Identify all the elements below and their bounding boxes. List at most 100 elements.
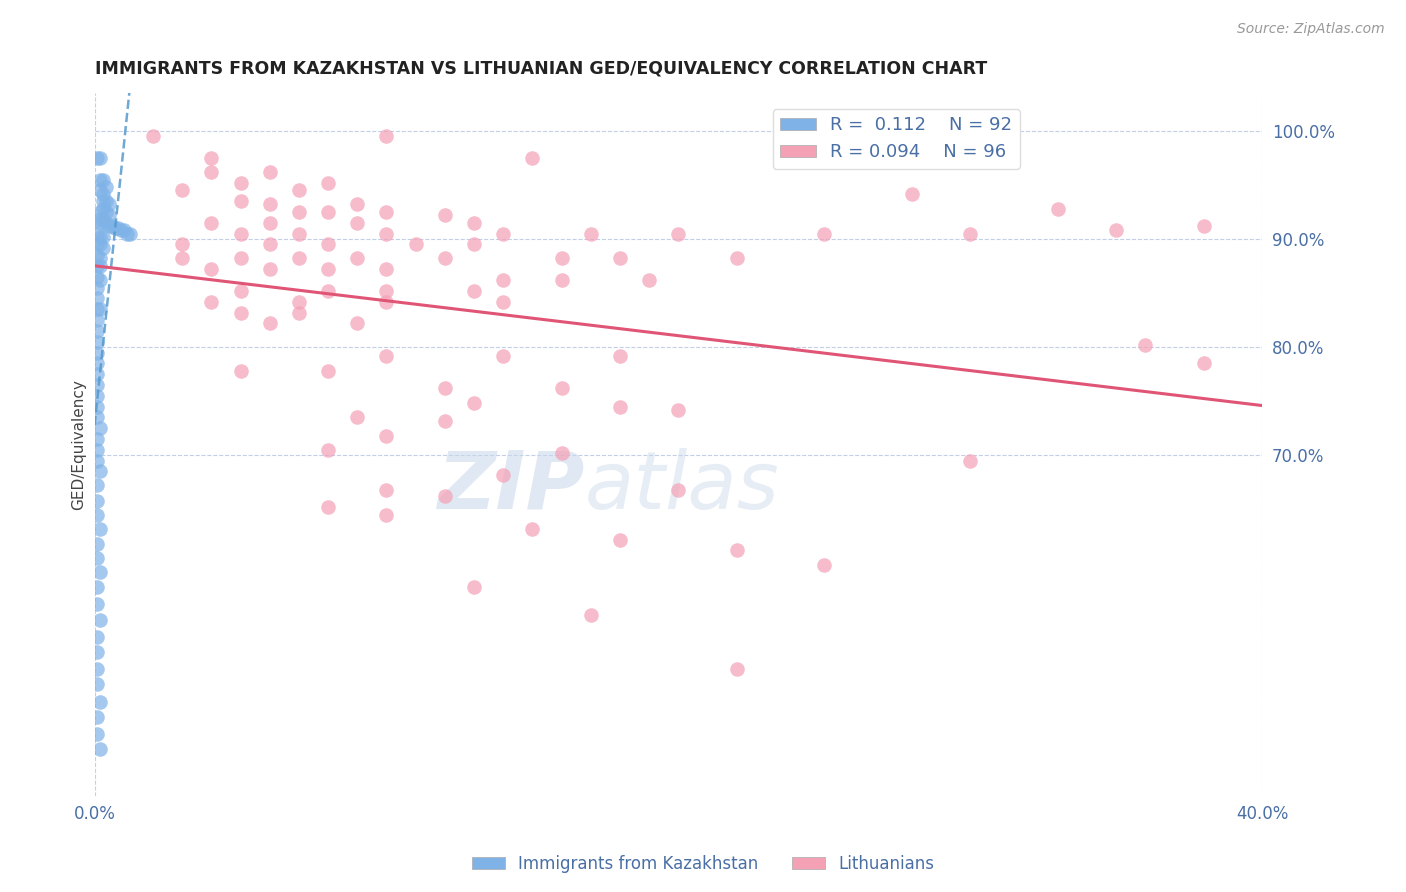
Point — [346, 252, 368, 266]
Point — [229, 227, 252, 241]
Point — [86, 345, 108, 359]
Point — [89, 252, 111, 266]
Point — [1135, 338, 1157, 352]
Point — [96, 216, 118, 230]
Point — [89, 205, 111, 219]
Point — [86, 662, 108, 676]
Point — [86, 630, 108, 644]
Point — [579, 608, 602, 623]
Y-axis label: GED/Equivalency: GED/Equivalency — [72, 379, 86, 510]
Point — [86, 151, 108, 165]
Point — [492, 349, 515, 363]
Point — [98, 219, 121, 233]
Point — [346, 197, 368, 211]
Point — [259, 262, 281, 277]
Point — [229, 305, 252, 319]
Point — [405, 237, 427, 252]
Point — [107, 221, 129, 235]
Point — [579, 227, 602, 241]
Point — [86, 259, 108, 273]
Point — [115, 227, 138, 241]
Point — [492, 227, 515, 241]
Point — [89, 302, 111, 317]
Point — [172, 237, 194, 252]
Point — [91, 186, 114, 201]
Point — [89, 565, 111, 579]
Point — [813, 227, 835, 241]
Point — [86, 478, 108, 492]
Point — [91, 172, 114, 186]
Point — [522, 522, 544, 536]
Point — [89, 695, 111, 709]
Point — [98, 197, 121, 211]
Point — [609, 533, 631, 547]
Point — [316, 500, 339, 515]
Point — [200, 294, 222, 309]
Point — [101, 219, 124, 233]
Point — [288, 252, 311, 266]
Point — [86, 645, 108, 659]
Point — [86, 280, 108, 294]
Point — [666, 483, 689, 497]
Point — [433, 252, 456, 266]
Point — [89, 421, 111, 435]
Text: atlas: atlas — [585, 448, 780, 525]
Point — [288, 294, 311, 309]
Point — [86, 378, 108, 392]
Point — [89, 183, 111, 197]
Point — [86, 248, 108, 262]
Point — [86, 410, 108, 425]
Point — [98, 208, 121, 222]
Point — [104, 221, 127, 235]
Point — [86, 442, 108, 457]
Point — [259, 237, 281, 252]
Point — [638, 273, 661, 287]
Point — [89, 259, 111, 273]
Point — [666, 227, 689, 241]
Point — [91, 194, 114, 209]
Point — [86, 324, 108, 338]
Point — [89, 237, 111, 252]
Point — [200, 216, 222, 230]
Point — [316, 364, 339, 378]
Point — [288, 227, 311, 241]
Point — [259, 197, 281, 211]
Point — [86, 356, 108, 370]
Point — [959, 453, 981, 467]
Point — [375, 227, 398, 241]
Point — [433, 208, 456, 222]
Point — [86, 508, 108, 522]
Point — [316, 442, 339, 457]
Point — [375, 429, 398, 443]
Point — [375, 284, 398, 298]
Point — [375, 262, 398, 277]
Point — [86, 367, 108, 381]
Point — [86, 598, 108, 612]
Point — [609, 400, 631, 414]
Point — [172, 183, 194, 197]
Point — [200, 165, 222, 179]
Point — [200, 262, 222, 277]
Point — [229, 176, 252, 190]
Point — [463, 237, 485, 252]
Point — [433, 414, 456, 428]
Point — [1046, 202, 1069, 216]
Point — [86, 227, 108, 241]
Point — [959, 227, 981, 241]
Point — [89, 151, 111, 165]
Point — [86, 537, 108, 551]
Point — [288, 205, 311, 219]
Point — [463, 284, 485, 298]
Point — [316, 176, 339, 190]
Point — [89, 465, 111, 479]
Point — [259, 316, 281, 330]
Point — [346, 410, 368, 425]
Point — [901, 186, 924, 201]
Point — [433, 381, 456, 395]
Point — [316, 284, 339, 298]
Point — [463, 216, 485, 230]
Point — [316, 237, 339, 252]
Legend: R =  0.112    N = 92, R = 0.094    N = 96: R = 0.112 N = 92, R = 0.094 N = 96 — [772, 109, 1019, 169]
Point — [86, 313, 108, 327]
Point — [89, 273, 111, 287]
